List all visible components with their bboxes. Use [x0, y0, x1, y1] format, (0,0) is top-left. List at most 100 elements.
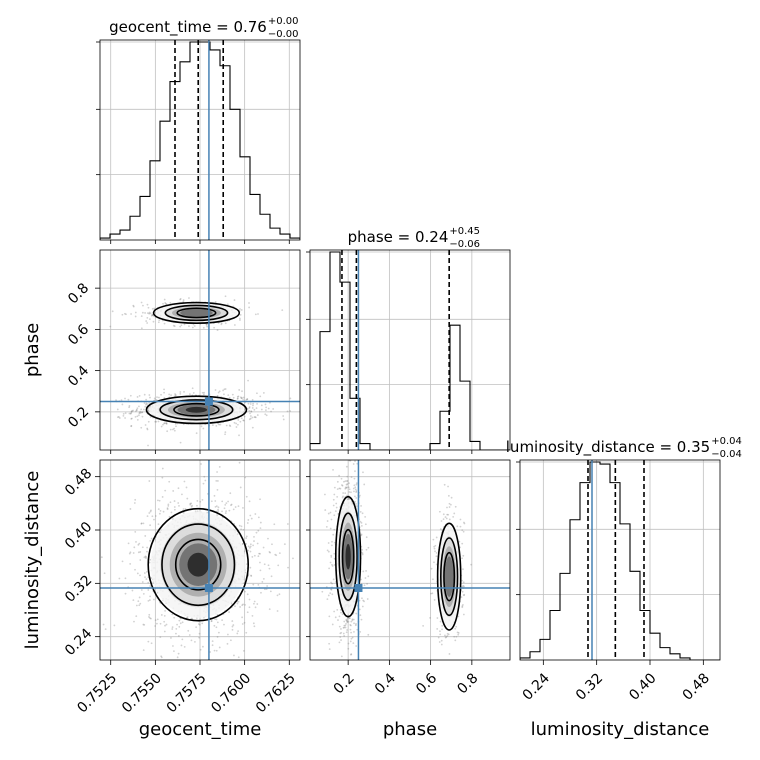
sample-point — [440, 643, 443, 646]
sample-point — [339, 609, 342, 611]
sample-point — [157, 523, 160, 526]
sample-point — [173, 650, 175, 652]
sample-point — [181, 493, 183, 496]
sample-point — [179, 441, 182, 444]
sample-point — [141, 311, 144, 314]
sample-point — [165, 422, 168, 425]
sample-point — [345, 487, 348, 489]
sample-point — [97, 547, 99, 549]
sample-point — [123, 312, 126, 315]
sample-point — [250, 517, 253, 520]
sample-point — [147, 306, 150, 309]
sample-point — [347, 486, 350, 489]
sample-point — [182, 508, 185, 510]
sample-point — [199, 648, 202, 651]
sample-point — [150, 314, 153, 317]
sample-point — [163, 630, 166, 633]
sample-point — [124, 592, 127, 595]
sample-point — [470, 563, 473, 566]
sample-point — [213, 649, 216, 652]
sample-point — [239, 486, 242, 489]
sample-point — [129, 551, 132, 554]
sample-point — [342, 492, 345, 494]
sample-point — [182, 299, 185, 301]
sample-point — [346, 483, 349, 485]
sample-point — [151, 313, 154, 316]
sample-point — [147, 409, 150, 412]
sample-point — [116, 416, 119, 419]
sample-point — [139, 551, 142, 553]
sample-point — [194, 640, 196, 643]
sample-point — [462, 604, 464, 606]
sample-point — [462, 613, 465, 616]
sample-point — [202, 645, 204, 648]
sample-point — [130, 313, 132, 315]
sample-point — [138, 412, 141, 415]
sample-point — [355, 491, 358, 493]
sample-point — [121, 313, 124, 316]
sample-point — [135, 604, 138, 607]
x-tick-label-geocent_time: 0.7525 — [74, 670, 120, 716]
sample-point — [329, 511, 332, 514]
sample-point — [163, 388, 165, 391]
sample-point — [186, 497, 189, 500]
sample-point — [136, 407, 139, 410]
sample-point — [269, 551, 272, 554]
sample-point — [199, 500, 202, 503]
sample-point — [142, 304, 144, 307]
sample-point — [250, 410, 253, 413]
sample-point — [339, 632, 342, 635]
sample-point — [354, 470, 356, 473]
sample-point — [239, 308, 241, 310]
sample-point — [139, 411, 142, 414]
contour-line — [334, 495, 362, 618]
sample-point — [231, 628, 234, 631]
sample-point — [135, 410, 137, 413]
sample-point — [130, 410, 133, 413]
sample-point — [462, 581, 465, 584]
sample-point — [141, 415, 144, 418]
sample-point — [215, 425, 218, 427]
sample-point — [354, 672, 356, 674]
sample-point — [228, 509, 231, 512]
sample-point — [453, 512, 456, 515]
sample-point — [447, 494, 450, 497]
sample-point — [197, 623, 200, 625]
y-tick-label-phase: 0.8 — [65, 280, 92, 307]
sample-point — [134, 415, 137, 418]
sample-point — [244, 476, 247, 479]
sample-point — [260, 591, 262, 594]
sample-point — [223, 623, 225, 626]
sample-point — [216, 613, 219, 616]
sample-point — [214, 500, 217, 502]
sample-point — [181, 638, 184, 641]
sample-point — [136, 572, 139, 575]
sample-point — [444, 516, 447, 518]
sample-point — [214, 505, 217, 508]
sample-point — [351, 619, 354, 622]
sample-point — [111, 310, 114, 313]
sample-point — [350, 653, 353, 655]
sample-point — [246, 398, 249, 401]
sample-point — [229, 425, 232, 428]
sample-point — [461, 529, 464, 532]
sample-point — [355, 483, 358, 486]
sample-point — [274, 553, 277, 556]
sample-point — [164, 624, 166, 627]
sample-point — [454, 639, 457, 642]
sample-point — [128, 406, 131, 409]
sample-point — [129, 508, 132, 510]
sample-point — [360, 533, 363, 536]
sample-point — [453, 635, 456, 638]
sample-point — [196, 500, 199, 502]
sample-point — [239, 420, 242, 423]
sample-point — [338, 474, 341, 477]
y-tick-label-phase: 0.2 — [65, 404, 92, 431]
y-tick-label-phase: 0.4 — [65, 363, 92, 390]
sample-point — [364, 523, 367, 526]
sample-point — [221, 516, 224, 519]
sample-point — [444, 636, 447, 639]
sample-point — [331, 544, 333, 547]
sample-point — [355, 497, 358, 499]
sample-point — [149, 617, 152, 620]
